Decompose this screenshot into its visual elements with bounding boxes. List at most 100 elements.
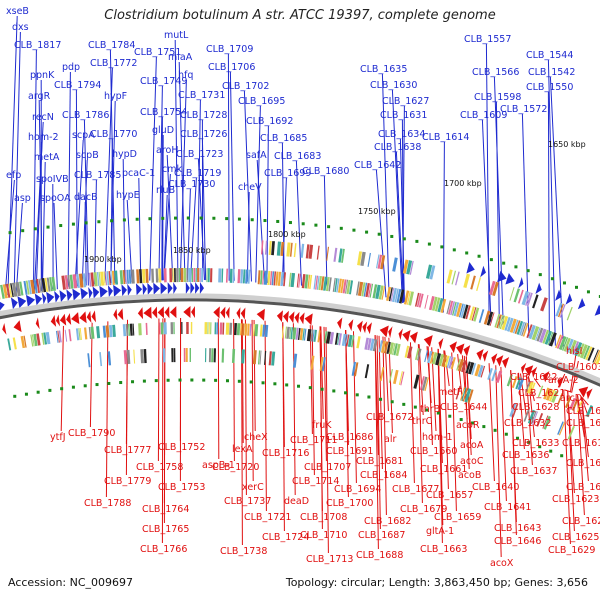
gene-label: spoIVB — [36, 174, 69, 185]
gene-label: CLB_1623 — [552, 494, 599, 505]
tick-mark — [560, 454, 564, 458]
gene-label: CLB_1634 — [378, 129, 425, 140]
cog-block — [286, 326, 290, 339]
cog-block — [108, 325, 113, 338]
tick-mark — [538, 273, 542, 277]
cog-block — [417, 348, 422, 361]
leader-line — [323, 326, 327, 462]
cog-block — [181, 322, 183, 335]
gene-arrow — [143, 306, 152, 319]
gene-label: CLB_1720 — [212, 462, 259, 473]
tick-mark — [24, 392, 28, 396]
cog-block — [316, 245, 320, 260]
cog-block — [388, 342, 395, 355]
tick-mark — [390, 234, 394, 238]
cog-block — [462, 304, 469, 319]
cog-track-reverse — [7, 322, 594, 418]
leader-line — [488, 363, 495, 482]
tick-mark — [504, 432, 508, 436]
leader-line — [264, 320, 267, 512]
gene-arrow — [521, 362, 527, 375]
gene-label: safA — [246, 150, 267, 161]
cog-block — [496, 314, 502, 329]
gene-arrow — [466, 261, 475, 274]
cog-block — [396, 288, 402, 303]
cog-block — [519, 321, 526, 336]
cog-block — [221, 348, 225, 363]
gene-label: CLB_1622 — [510, 372, 557, 383]
cog-block — [310, 355, 315, 370]
cog-block — [470, 275, 476, 290]
leader-line — [399, 138, 405, 303]
cog-block — [404, 345, 410, 358]
cog-block — [456, 302, 463, 317]
cog-block — [418, 293, 424, 308]
cog-block — [83, 327, 88, 340]
cog-block — [416, 293, 422, 308]
cog-block — [513, 288, 520, 303]
cog-block — [326, 246, 330, 261]
gene-arrow — [190, 282, 195, 295]
cog-block — [558, 422, 566, 436]
tick-mark — [365, 230, 369, 234]
gene-arrow — [88, 286, 93, 299]
cog-block — [128, 269, 132, 284]
cog-block — [531, 326, 540, 341]
leader-line — [533, 378, 541, 388]
gene-arrow — [92, 286, 100, 299]
cog-block — [424, 377, 429, 392]
cog-block — [269, 271, 273, 286]
tick-mark — [131, 380, 135, 384]
tick-mark — [332, 389, 336, 393]
gene-arrow — [379, 325, 389, 338]
cog-block — [390, 287, 395, 302]
gene-label: CLB_1772 — [90, 58, 137, 69]
gene-arrow — [10, 297, 18, 310]
cog-block — [380, 255, 386, 270]
leader-line — [577, 395, 585, 438]
leader-line — [110, 138, 113, 283]
gene-arrow — [497, 270, 507, 283]
cog-block — [55, 330, 59, 343]
cog-block — [321, 357, 326, 372]
cog-block — [365, 282, 370, 298]
leader-line — [443, 350, 449, 490]
cog-block — [268, 240, 272, 256]
cog-block — [557, 421, 564, 435]
cog-block — [448, 356, 454, 369]
cog-block — [312, 329, 315, 342]
gene-arrow — [142, 283, 147, 296]
leader-line — [179, 79, 187, 281]
cog-block — [277, 271, 282, 286]
gene-label: dxs — [12, 22, 29, 33]
cog-block — [441, 354, 448, 367]
cog-block — [447, 300, 454, 315]
leader-line — [125, 319, 129, 476]
cog-block — [211, 348, 214, 363]
cog-block — [461, 360, 467, 373]
cog-block — [498, 314, 504, 329]
gene-label: spoOA — [40, 193, 71, 204]
cog-block — [0, 284, 5, 299]
gene-label: arcA-2 — [548, 375, 579, 386]
leader-line — [233, 318, 235, 462]
gene-label: CLB_1719 — [174, 168, 221, 179]
cog-block — [27, 280, 32, 295]
cog-block — [93, 272, 98, 287]
backbone — [0, 293, 600, 387]
gene-label: CLB_1779 — [104, 476, 151, 487]
gene-label: CLB_1711 — [290, 435, 337, 446]
gene-arrow — [482, 350, 489, 362]
cog-block — [143, 348, 147, 364]
gene-label: CLB_1681 — [356, 456, 403, 467]
tick-mark — [301, 222, 305, 226]
gene-arrow — [288, 311, 295, 324]
gene-arrow — [152, 306, 158, 319]
cog-block — [458, 303, 464, 318]
gene-label: CLB_1659 — [434, 512, 481, 523]
cog-block — [126, 349, 131, 365]
cog-block — [317, 330, 321, 343]
leader-line — [7, 15, 18, 295]
leader-line — [352, 331, 357, 484]
leader-line — [4, 179, 15, 296]
